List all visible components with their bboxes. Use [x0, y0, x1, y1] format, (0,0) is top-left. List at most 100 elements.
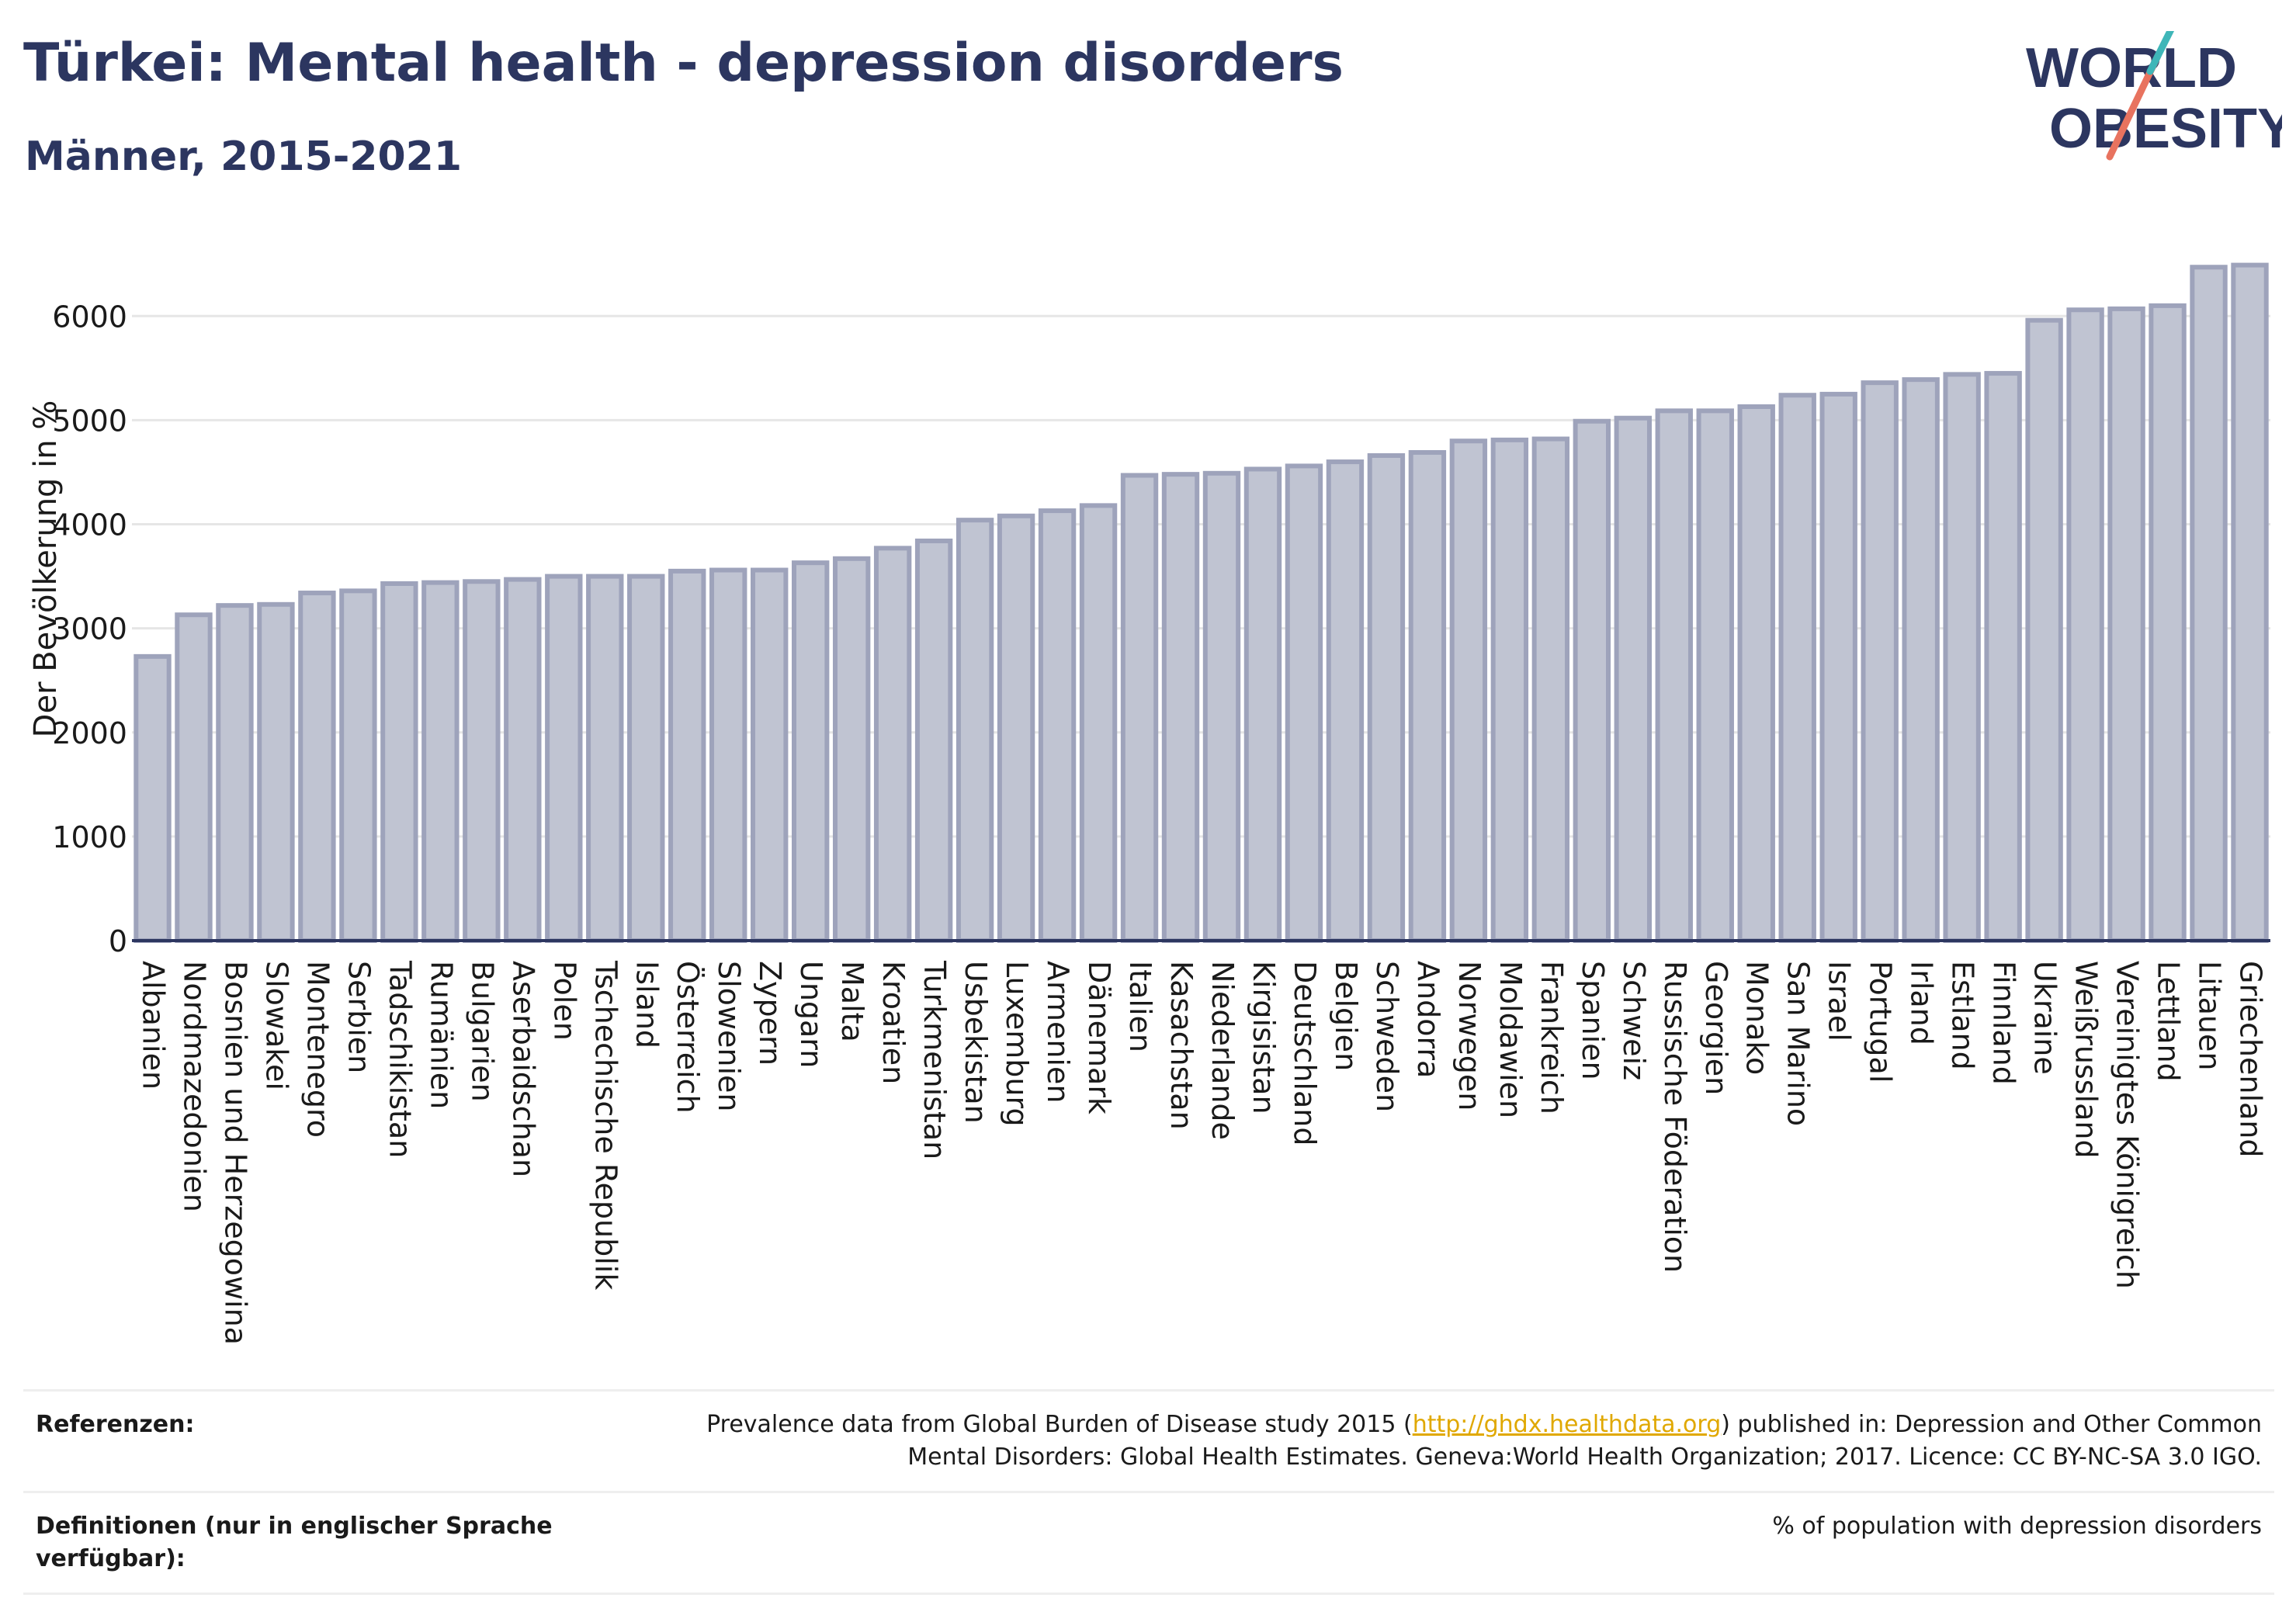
x-tick-label: Kasachstan: [1164, 961, 1198, 1130]
bar: [914, 538, 953, 943]
x-tick-label: Niederlande: [1205, 961, 1240, 1140]
bar: [832, 556, 871, 943]
bar: [339, 588, 377, 943]
bar: [1161, 472, 1200, 943]
bar: [586, 574, 624, 944]
bar: [627, 574, 665, 944]
x-tick-label: Tschechische Republik: [588, 960, 623, 1290]
chart-subtitle: Männer, 2015-2021: [25, 133, 463, 180]
x-tick-label: Griechenland: [2234, 961, 2268, 1158]
bar: [134, 653, 172, 943]
bar: [1449, 438, 1488, 943]
references-text-after: ) published in: Depression and Other Com…: [1721, 1411, 2262, 1438]
x-tick-label: Turkmenistan: [917, 960, 952, 1159]
bar: [1079, 503, 1118, 943]
x-tick-label: Litauen: [2193, 961, 2227, 1070]
bar: [668, 568, 706, 943]
y-tick-label: 0: [109, 924, 127, 958]
bar: [1902, 377, 1940, 943]
bar: [380, 581, 418, 943]
x-tick-label: Portugal: [1864, 961, 1898, 1083]
bar: [873, 546, 912, 943]
bar: [2025, 317, 2063, 943]
bar: [1943, 372, 1981, 943]
bar: [421, 580, 460, 944]
x-tick-label: Norwegen: [1452, 961, 1486, 1111]
y-tick-label: 6000: [52, 300, 127, 334]
x-tick-label: Lettland: [2152, 961, 2186, 1082]
bar: [504, 577, 542, 943]
x-tick-label: Bulgarien: [465, 961, 499, 1102]
x-tick-label: Albanien: [136, 961, 170, 1090]
x-tick-label: Moldawien: [1493, 961, 1528, 1118]
x-tick-label: San Marino: [1781, 961, 1816, 1126]
bar: [1614, 415, 1652, 943]
bar: [1573, 418, 1611, 943]
bar: [1984, 371, 2022, 943]
x-tick-label: Tadschikistan: [383, 960, 417, 1158]
references-row: Referenzen: Prevalence data from Global …: [23, 1389, 2274, 1491]
x-tick-label: Israel: [1823, 961, 1857, 1041]
references-label: Referenzen:: [36, 1411, 195, 1438]
x-tick-label: Bosnien und Herzegowina: [218, 961, 252, 1345]
x-tick-label: Vereinigtes Königreich: [2110, 961, 2145, 1289]
bar: [545, 574, 583, 944]
x-tick-label: Luxemburg: [1000, 961, 1034, 1127]
bar: [257, 601, 295, 943]
bar: [709, 567, 747, 944]
x-tick-label: Schweden: [1370, 961, 1404, 1112]
references-table: Referenzen: Prevalence data from Global …: [23, 1389, 2274, 1595]
x-tick-label: Rumänien: [424, 961, 458, 1109]
chart-title: Türkei: Mental health - depression disor…: [23, 33, 1344, 94]
bar: [1778, 393, 1816, 944]
x-tick-label: Armenien: [1041, 961, 1075, 1103]
x-tick-label: Kroatien: [876, 961, 910, 1084]
references-text: Prevalence data from Global Burden of Di…: [591, 1392, 2274, 1491]
bar: [1285, 463, 1323, 943]
x-tick-label: Slowenien: [712, 961, 746, 1112]
x-tick-label: Russische Föderation: [1658, 961, 1692, 1273]
x-tick-label: Slowakei: [259, 961, 293, 1090]
x-tick-label: Dänemark: [1082, 961, 1116, 1114]
bar: [463, 579, 501, 943]
bar: [1120, 473, 1159, 943]
references-text-before: Prevalence data from Global Burden of Di…: [706, 1411, 1413, 1438]
x-tick-label: Zypern: [753, 961, 787, 1066]
x-tick-label: Österreich: [671, 961, 705, 1114]
x-tick-label: Weißrussland: [2069, 961, 2104, 1159]
x-tick-label: Kirgisistan: [1247, 961, 1281, 1114]
x-tick-label: Nordmazedonien: [177, 961, 211, 1212]
x-tick-label: Andorra: [1411, 961, 1445, 1078]
bar: [175, 612, 213, 944]
bar: [751, 567, 789, 944]
bar: [2190, 265, 2228, 943]
x-tick-label: Usbekistan: [959, 961, 993, 1124]
y-axis-label: Der Bevölkerung in %: [28, 400, 64, 738]
bar: [956, 518, 994, 943]
bar: [1696, 408, 1734, 943]
bar: [1243, 466, 1282, 943]
x-tick-label: Irland: [1905, 961, 1939, 1045]
bar: [1202, 470, 1241, 943]
bar: [1367, 453, 1406, 943]
x-tick-label: Finnland: [1987, 961, 2021, 1085]
bar: [791, 560, 830, 943]
logo-line2: OBESITY: [2049, 98, 2282, 160]
references-link[interactable]: http://ghdx.healthdata.org: [1412, 1411, 1722, 1438]
y-tick-label: 4000: [52, 508, 127, 542]
x-tick-label: Aserbaidschan: [506, 961, 540, 1177]
x-tick-label: Belgien: [1329, 961, 1363, 1071]
y-tick-label: 1000: [52, 820, 127, 854]
bar: [1038, 508, 1077, 943]
logo-line1: WORLD: [2026, 37, 2237, 99]
bar: [1655, 408, 1693, 943]
x-tick-label: Island: [629, 961, 664, 1048]
bar: [2149, 303, 2187, 944]
y-tick-label: 5000: [52, 404, 127, 438]
logo-slash-teal: [2146, 31, 2175, 75]
bar: [1531, 436, 1570, 943]
bar: [216, 603, 254, 943]
definitions-text: % of population with depression disorder…: [1772, 1513, 2262, 1540]
definitions-row: Definitionen (nur in englischer Sprache …: [23, 1491, 2274, 1595]
x-tick-label: Montenegro: [300, 961, 335, 1138]
